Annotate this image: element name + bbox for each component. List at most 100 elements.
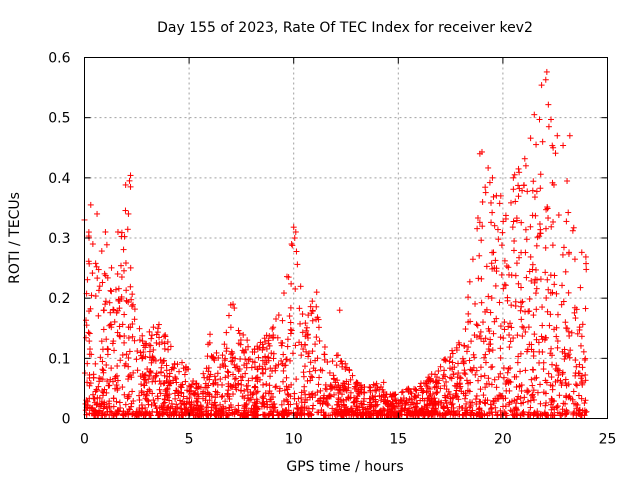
data-point bbox=[554, 366, 561, 373]
data-point bbox=[577, 284, 584, 291]
data-point bbox=[529, 261, 536, 268]
data-point bbox=[289, 242, 296, 249]
data-point bbox=[164, 338, 171, 345]
data-point bbox=[266, 382, 273, 389]
data-point bbox=[289, 350, 296, 357]
data-point bbox=[417, 383, 424, 390]
data-point bbox=[575, 392, 582, 399]
data-point bbox=[501, 257, 508, 264]
data-point bbox=[226, 395, 233, 402]
data-point bbox=[125, 373, 132, 380]
data-point bbox=[333, 362, 340, 369]
data-point bbox=[102, 298, 109, 305]
data-point bbox=[307, 359, 314, 366]
data-point bbox=[536, 116, 543, 123]
data-point bbox=[515, 193, 522, 200]
data-point bbox=[107, 309, 114, 316]
data-point bbox=[579, 407, 586, 414]
data-point bbox=[454, 393, 461, 400]
data-point bbox=[156, 386, 163, 393]
data-point bbox=[561, 356, 568, 363]
data-point bbox=[478, 335, 485, 342]
data-point bbox=[510, 335, 517, 342]
data-point bbox=[110, 395, 117, 402]
data-point bbox=[405, 385, 412, 392]
data-point bbox=[314, 355, 321, 362]
data-point bbox=[426, 392, 433, 399]
data-point bbox=[98, 248, 105, 255]
data-point bbox=[536, 233, 543, 240]
data-point bbox=[513, 373, 520, 380]
data-point bbox=[432, 405, 439, 412]
data-point bbox=[120, 412, 127, 419]
data-point bbox=[220, 403, 227, 410]
data-point bbox=[331, 376, 338, 383]
data-point bbox=[173, 379, 180, 386]
data-point bbox=[542, 390, 549, 397]
data-point bbox=[470, 351, 477, 358]
data-point bbox=[442, 373, 449, 380]
data-point bbox=[90, 395, 97, 402]
data-point bbox=[240, 331, 247, 338]
data-point bbox=[143, 410, 150, 417]
data-point bbox=[550, 144, 557, 151]
data-point bbox=[570, 224, 577, 231]
data-point bbox=[181, 371, 188, 378]
data-point bbox=[526, 295, 533, 302]
data-point bbox=[280, 351, 287, 358]
data-point bbox=[536, 221, 543, 228]
data-point bbox=[516, 383, 523, 390]
data-point bbox=[539, 322, 546, 329]
data-point bbox=[96, 283, 103, 290]
data-point bbox=[284, 336, 291, 343]
data-point bbox=[581, 400, 588, 407]
data-point bbox=[563, 218, 570, 225]
data-point bbox=[533, 374, 540, 381]
data-point bbox=[488, 260, 495, 267]
data-point bbox=[531, 331, 538, 338]
data-point bbox=[112, 286, 119, 293]
data-point bbox=[130, 369, 137, 376]
data-point bbox=[90, 391, 97, 398]
data-point bbox=[200, 370, 207, 377]
data-point bbox=[155, 321, 162, 328]
data-point bbox=[528, 277, 535, 284]
data-point bbox=[113, 398, 120, 405]
data-point bbox=[435, 401, 442, 408]
data-point bbox=[572, 381, 579, 388]
data-point bbox=[576, 324, 583, 331]
data-point bbox=[237, 355, 244, 362]
data-point bbox=[106, 299, 113, 306]
data-point bbox=[510, 186, 517, 193]
data-point bbox=[361, 389, 368, 396]
data-point bbox=[309, 298, 316, 305]
data-point bbox=[518, 249, 525, 256]
data-point bbox=[85, 258, 92, 265]
data-point bbox=[579, 321, 586, 328]
data-point bbox=[219, 393, 226, 400]
data-point bbox=[574, 402, 581, 409]
data-point bbox=[143, 392, 150, 399]
data-point bbox=[474, 225, 481, 232]
data-point bbox=[553, 362, 560, 369]
data-point bbox=[319, 367, 326, 374]
data-point bbox=[282, 407, 289, 414]
data-point bbox=[539, 138, 546, 145]
data-point bbox=[562, 353, 569, 360]
data-point bbox=[298, 341, 305, 348]
data-point bbox=[437, 363, 444, 370]
data-point bbox=[559, 251, 566, 258]
data-point bbox=[149, 378, 156, 385]
data-point bbox=[467, 402, 474, 409]
data-point bbox=[478, 237, 485, 244]
data-point bbox=[489, 265, 496, 272]
data-point bbox=[136, 325, 143, 332]
data-point bbox=[107, 376, 114, 383]
data-point bbox=[215, 412, 222, 419]
data-point bbox=[551, 412, 558, 419]
data-point bbox=[442, 397, 449, 404]
data-point bbox=[538, 82, 545, 89]
data-point bbox=[241, 394, 248, 401]
data-point bbox=[103, 411, 110, 418]
